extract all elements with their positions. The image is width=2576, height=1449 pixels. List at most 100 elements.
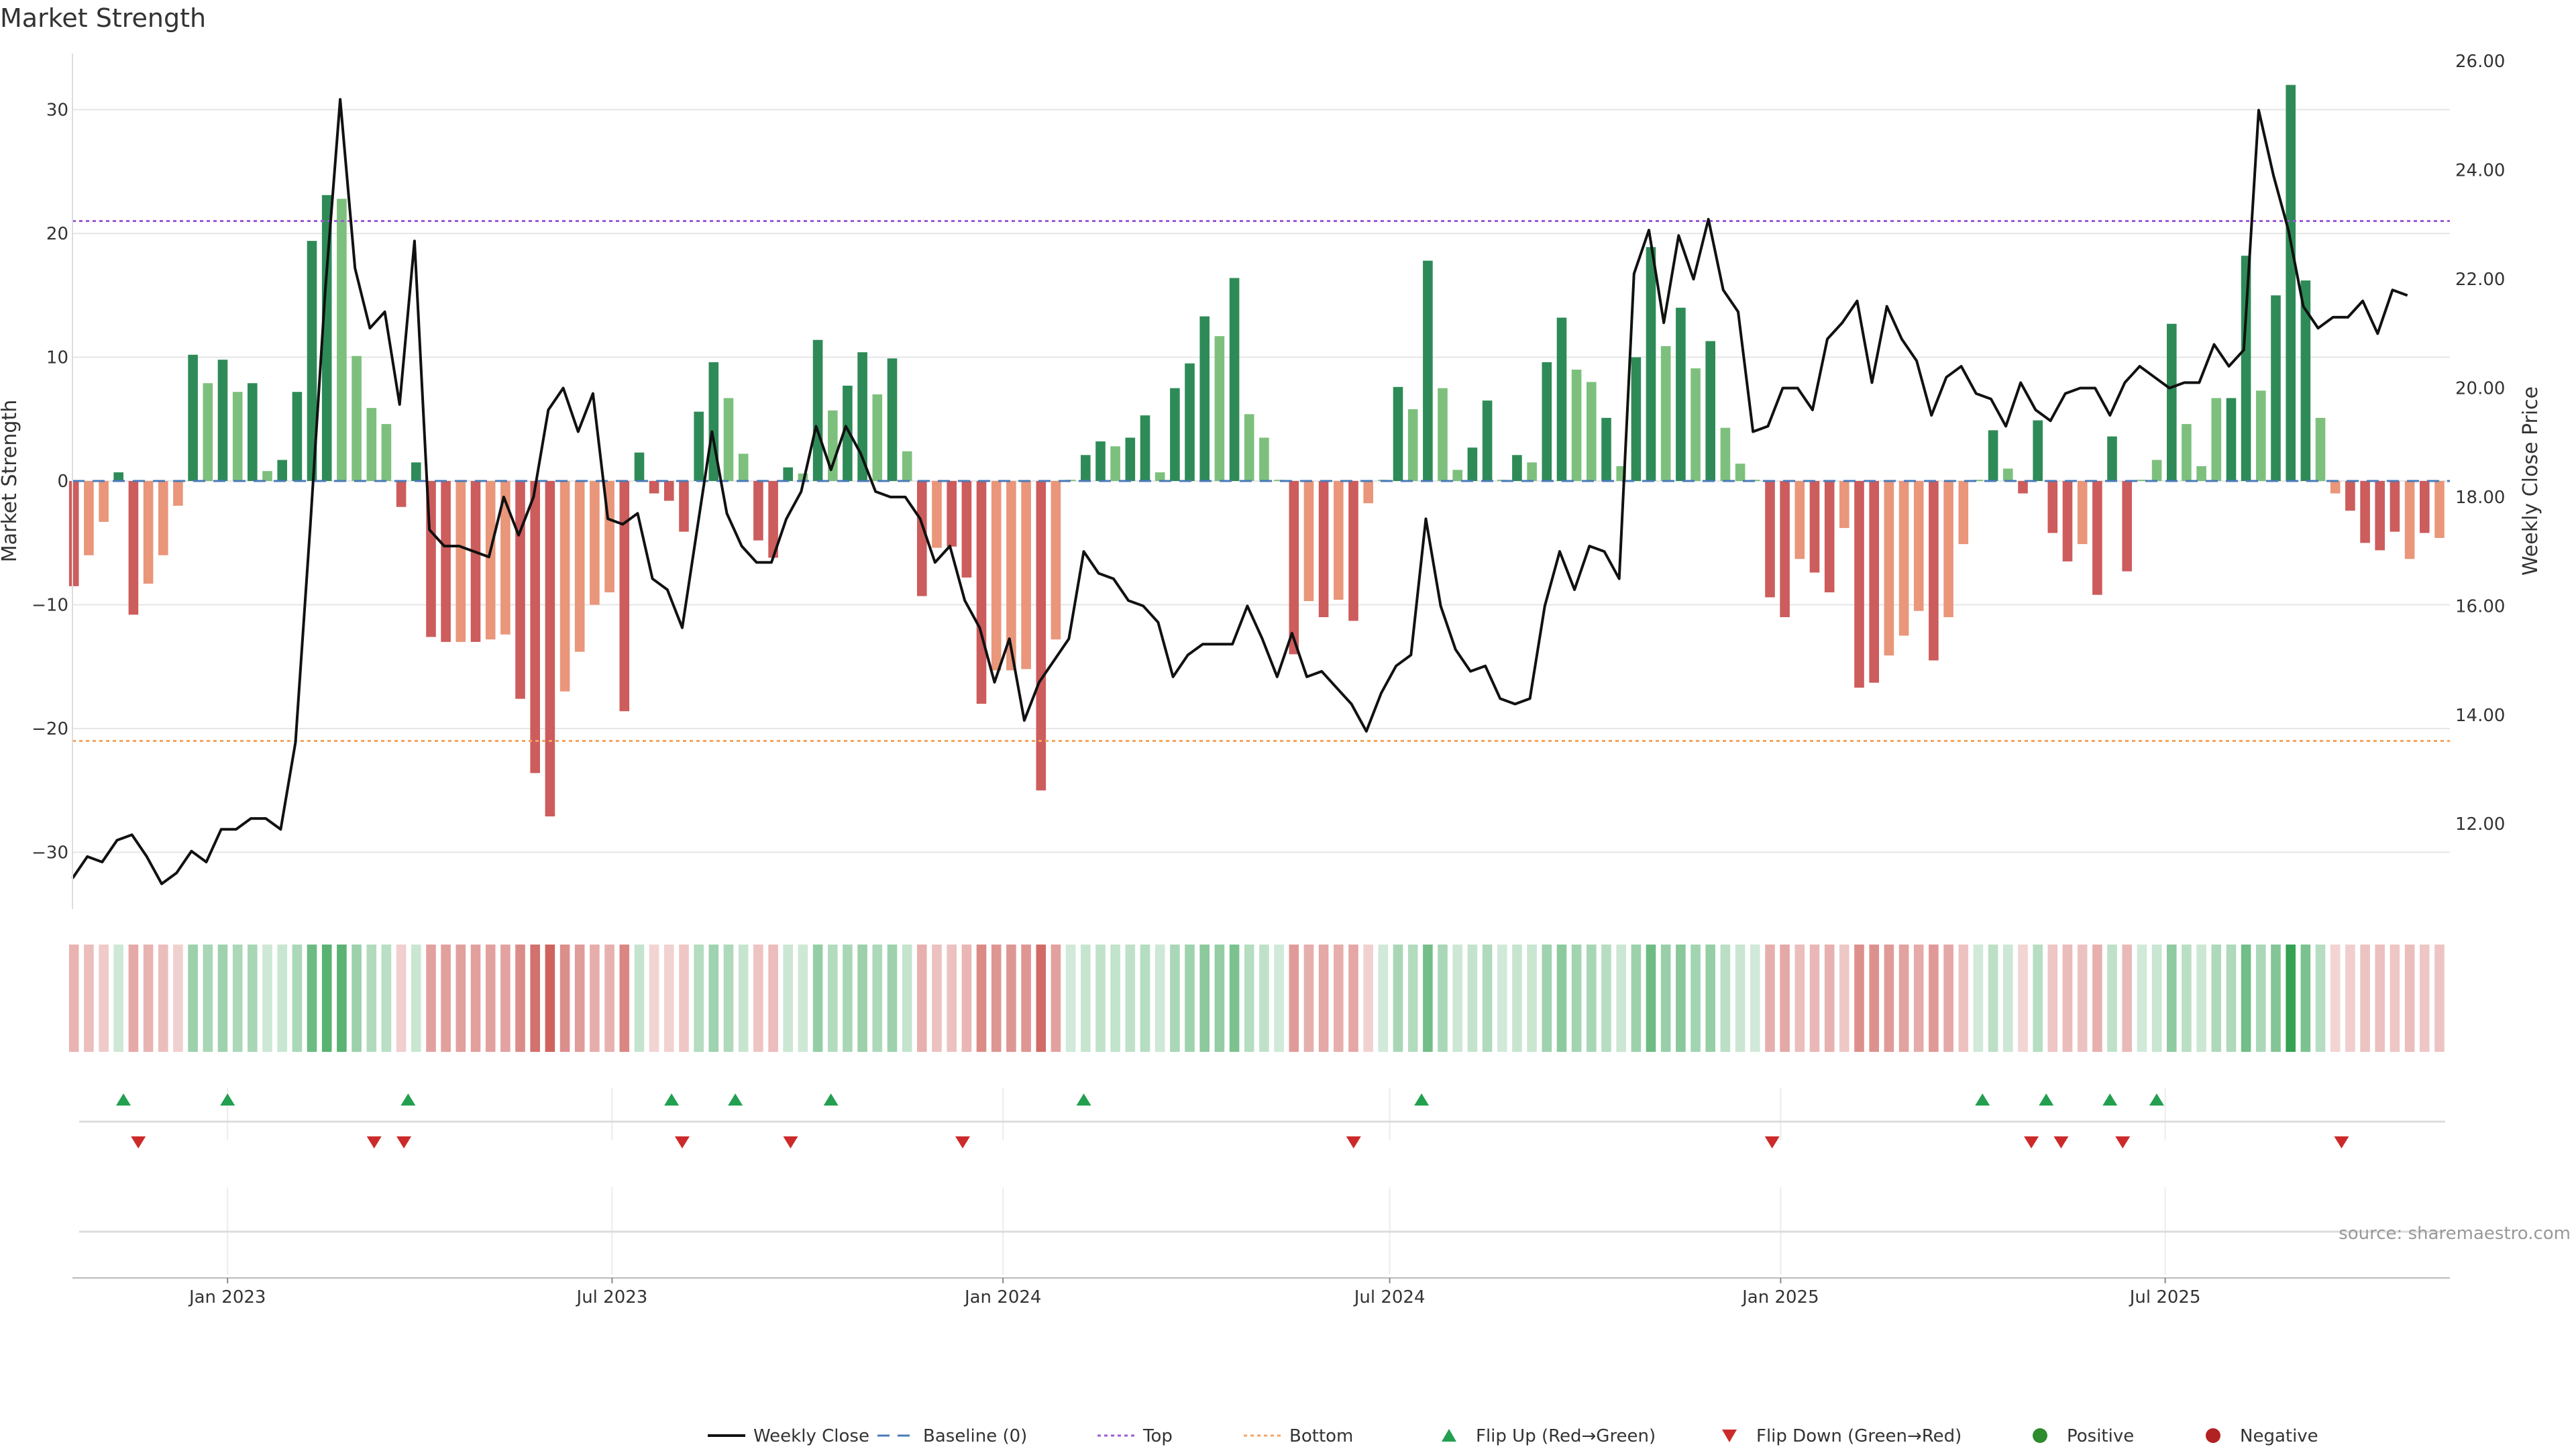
heat-strip-cell	[753, 945, 763, 1052]
positive-strength-bar	[634, 452, 645, 481]
positive-strength-bar	[1601, 417, 1611, 481]
legend-label: Flip Down (Green→Red)	[1756, 1426, 1962, 1446]
positive-strength-bar	[1735, 464, 1746, 481]
legend-item: Flip Up (Red→Green)	[1442, 1426, 1656, 1446]
positive-strength-bar	[2211, 398, 2222, 481]
flip-up-marker	[664, 1093, 680, 1106]
flip-up-marker	[400, 1093, 416, 1106]
negative-strength-bar	[1051, 481, 1061, 640]
grid-layer	[72, 109, 2450, 853]
positive-strength-bar	[1660, 345, 1671, 481]
heat-strip-cell	[2137, 945, 2147, 1052]
heat-strip-cell	[2315, 945, 2326, 1052]
heat-strip-cell	[574, 945, 585, 1052]
heat-strip-cell	[2167, 945, 2177, 1052]
positive-strength-bar	[232, 392, 243, 481]
positive-strength-bar	[248, 383, 258, 481]
positive-strength-bar	[277, 460, 287, 481]
legend-item: Negative	[2206, 1426, 2318, 1446]
negative-strength-bar	[68, 481, 79, 586]
heat-strip-cell	[1125, 945, 1136, 1052]
flip-down-marker	[1764, 1136, 1780, 1148]
negative-strength-bar	[2077, 481, 2088, 545]
flip-down-marker	[396, 1136, 412, 1148]
positive-strength-bar	[113, 472, 123, 481]
heat-strip-cell	[2047, 945, 2058, 1052]
positive-strength-bar	[738, 453, 749, 481]
heat-strip-cell	[1110, 945, 1120, 1052]
heat-strip-cell	[1794, 945, 1805, 1052]
positive-strength-bar	[2182, 424, 2192, 481]
x-tick-label: Jan 2025	[1741, 1287, 1819, 1307]
heat-strip-cell	[1646, 945, 1656, 1052]
flip-up-marker	[728, 1093, 743, 1106]
positive-strength-bar	[1482, 400, 1493, 481]
positive-strength-bar	[1542, 362, 1552, 481]
y-tick-label: 10	[46, 348, 68, 368]
negative-strength-bar	[1943, 481, 1953, 617]
positive-strength-bar	[366, 408, 377, 481]
flip-up-marker	[2039, 1093, 2054, 1106]
negative-strength-bar	[932, 481, 942, 548]
heat-strip-cell	[1095, 945, 1106, 1052]
negative-strength-bar	[2018, 481, 2028, 494]
heat-strip-cell	[1289, 945, 1299, 1052]
heat-strip-cell	[188, 945, 198, 1052]
heat-strip-cell	[1660, 945, 1671, 1052]
legend-item: Bottom	[1244, 1426, 1353, 1446]
heat-strip-cell	[1363, 945, 1373, 1052]
positive-strength-bar	[1407, 409, 1418, 481]
positive-strength-bar	[1720, 427, 1731, 481]
heat-strip-cell	[590, 945, 600, 1052]
heat-strip-cell	[1631, 945, 1642, 1052]
positive-strength-bar	[262, 471, 272, 481]
heat-strip-cell	[2077, 945, 2088, 1052]
negative-strength-bar	[158, 481, 168, 555]
negative-strength-bar	[1809, 481, 1820, 573]
negative-strength-bar	[2375, 481, 2385, 551]
heat-strip-cell	[828, 945, 838, 1052]
heat-strip-cell	[708, 945, 719, 1052]
negative-strength-bar	[1318, 481, 1329, 617]
legend-flip-up-icon	[1442, 1429, 1456, 1442]
heat-strip-cell	[2256, 945, 2266, 1052]
positive-strength-bar	[381, 424, 392, 481]
flip-down-marker	[131, 1136, 146, 1148]
positive-strength-bar	[2241, 256, 2251, 481]
heat-strip-cell	[2360, 945, 2370, 1052]
negative-strength-bar	[574, 481, 585, 652]
positive-strength-bar	[798, 473, 808, 481]
negative-strength-bar	[1334, 481, 1344, 600]
flip-up-marker	[220, 1093, 235, 1106]
positive-strength-bar	[1587, 382, 1597, 481]
heat-strip-cell	[68, 945, 79, 1052]
heat-strip-cell	[559, 945, 570, 1052]
heat-strip-cell	[2196, 945, 2206, 1052]
negative-strength-bar	[649, 481, 659, 494]
chart-title: Market Strength	[0, 3, 206, 33]
positive-strength-bar	[2137, 480, 2147, 481]
positive-strength-bar	[902, 451, 912, 481]
y-tick-label: 30	[46, 101, 68, 121]
negative-strength-bar	[2345, 481, 2355, 511]
heat-strip-cell	[887, 945, 898, 1052]
positive-strength-bar	[1646, 247, 1656, 481]
heat-strip-cell	[1214, 945, 1225, 1052]
positive-strength-bar	[2286, 85, 2296, 482]
positive-strength-bar	[203, 383, 213, 481]
heat-strip-cell	[113, 945, 123, 1052]
heat-strip-cell	[649, 945, 659, 1052]
negative-strength-bar	[2092, 481, 2102, 595]
heat-strip-cell	[470, 945, 481, 1052]
negative-strength-bar	[976, 481, 987, 704]
heat-strip-cell	[337, 945, 347, 1052]
negative-strength-bar	[2404, 481, 2415, 559]
y-tick-label: 0	[57, 472, 68, 492]
negative-strength-bar	[173, 481, 183, 506]
negative-strength-bar	[1765, 481, 1775, 598]
heat-strip-cell	[1556, 945, 1567, 1052]
heat-strip-cell	[545, 945, 555, 1052]
flip-down-marker	[783, 1136, 798, 1148]
negative-strength-bar	[1780, 481, 1790, 617]
negative-strength-bar	[1854, 481, 1864, 688]
